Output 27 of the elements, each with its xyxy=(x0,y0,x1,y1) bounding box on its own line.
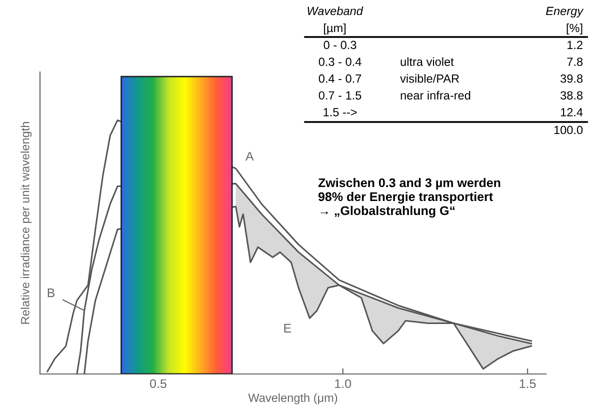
x-tick-label: 0.5 xyxy=(150,379,166,388)
text: 0.7 - 1.5 xyxy=(318,91,362,100)
text: 0 - 0.3 xyxy=(324,40,356,50)
annotation: Zwischen 0.3 and 3 µm werden 98% der Energie transportiert → „Globalstrahlung G“ xyxy=(318,178,500,218)
text: [%] xyxy=(566,24,582,34)
y-axis-title: Relative irradiance per unit wavelength xyxy=(20,122,32,324)
text: visible/PAR xyxy=(400,74,459,83)
text: Energy xyxy=(546,6,584,18)
text: 38.8 xyxy=(560,91,583,100)
text: 39.8 xyxy=(560,74,583,83)
text: Waveband xyxy=(308,6,364,16)
x-axis-title: Wavelength (μm) xyxy=(248,393,338,404)
x-tick-label: 1.0 xyxy=(335,379,352,388)
text: near infra-red xyxy=(400,90,470,100)
text: 100.0 xyxy=(554,126,583,134)
text: B xyxy=(48,288,54,298)
text: 12.4 xyxy=(560,108,583,116)
text: 0.3 - 0.4 xyxy=(318,58,362,66)
text: 0.4 - 0.7 xyxy=(318,74,362,83)
text: 1.5 --> xyxy=(324,108,357,116)
text: 7.8 xyxy=(567,58,583,66)
text: ultra violet xyxy=(400,57,454,66)
text: 1.2 xyxy=(568,40,582,50)
series-label: E xyxy=(284,324,292,333)
text: [µm] xyxy=(324,24,346,34)
series-label: A xyxy=(245,152,254,161)
x-tick-label: 1.5 xyxy=(520,379,536,388)
